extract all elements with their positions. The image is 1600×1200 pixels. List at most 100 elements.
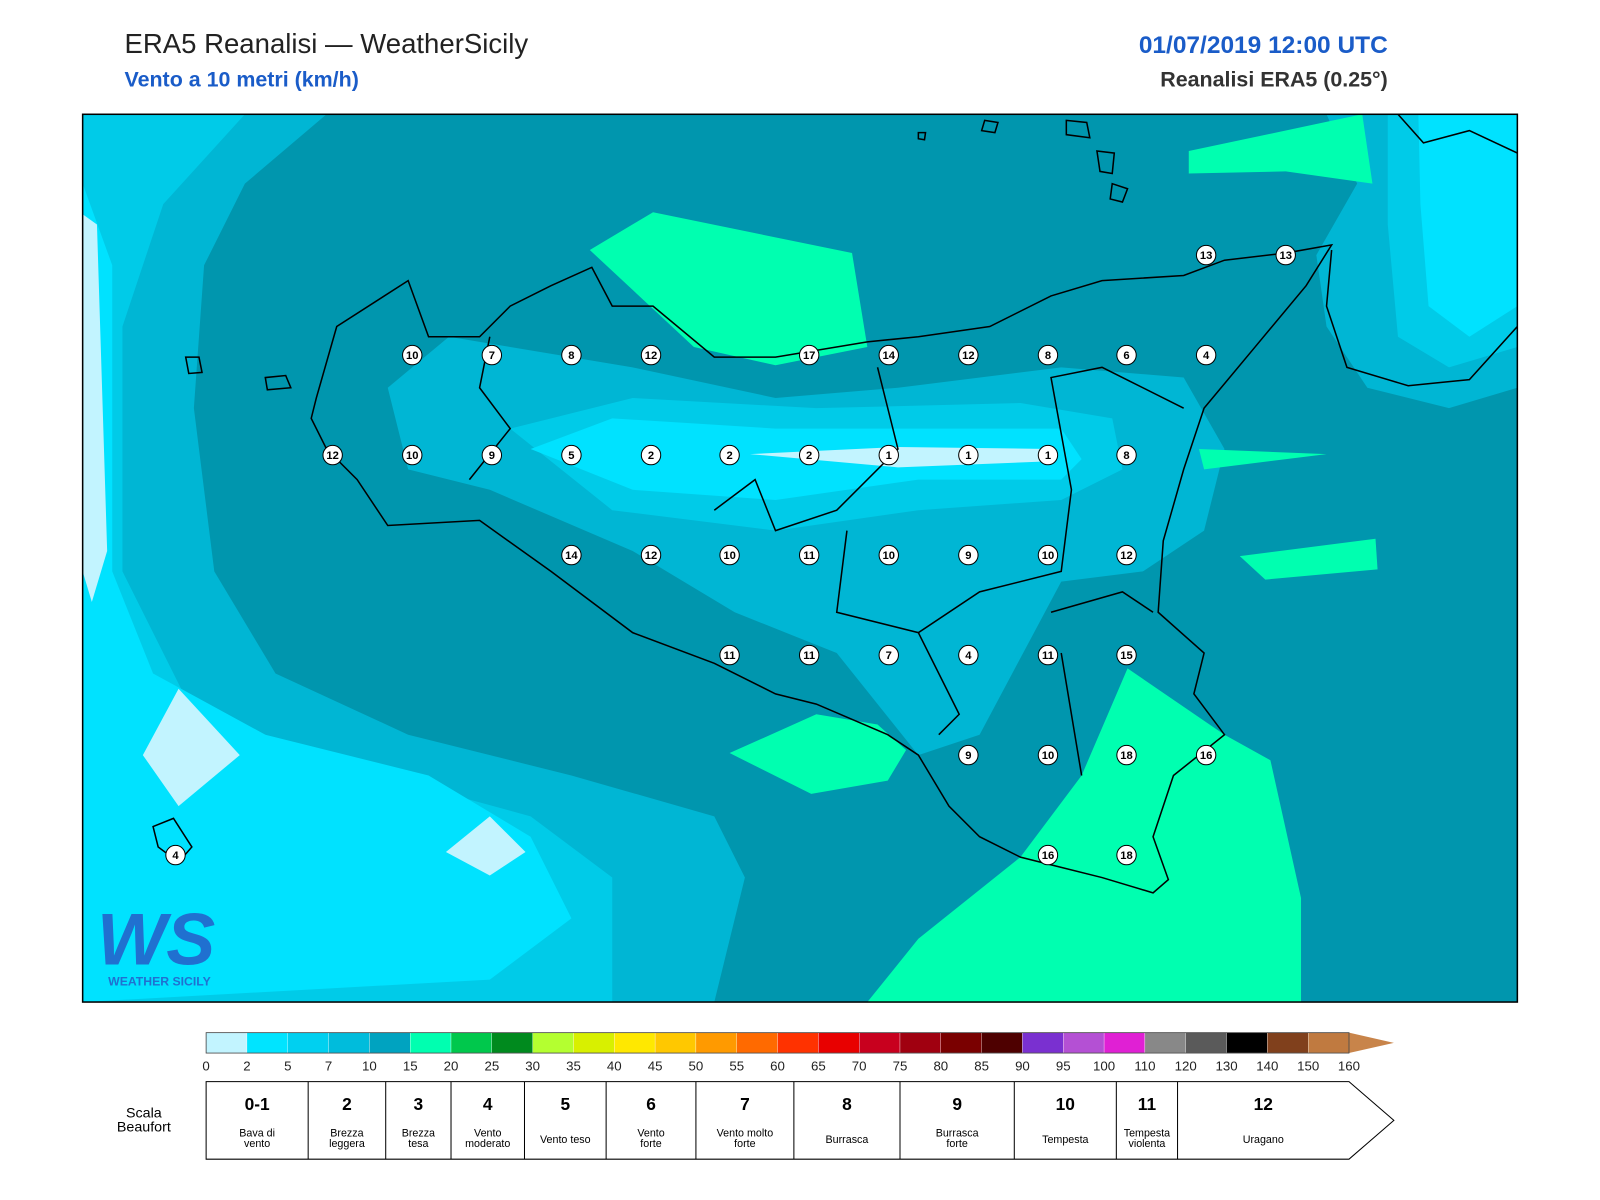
station-marker (1116, 344, 1137, 366)
station-marker (878, 544, 899, 566)
station-value: 12 (1120, 550, 1132, 562)
beaufort-label: Beaufort (117, 1120, 171, 1136)
station-value: 10 (883, 550, 895, 562)
station-marker (878, 344, 899, 366)
station-marker (1116, 444, 1137, 466)
station-value: 16 (1200, 750, 1212, 762)
station-value: 1 (886, 450, 892, 462)
station-value: 8 (1045, 350, 1051, 362)
station-value: 2 (806, 450, 812, 462)
colorbar-tick-label: 25 (484, 1058, 499, 1073)
colorbar-tick-label: 70 (852, 1058, 867, 1073)
station-value: 1 (965, 450, 971, 462)
color-swatch (1267, 1032, 1309, 1054)
station-marker (1037, 544, 1059, 566)
color-swatch (940, 1032, 982, 1054)
station-marker (640, 444, 662, 466)
station-marker (798, 544, 820, 566)
beaufort-description: Burrasca (936, 1128, 979, 1140)
station-value: 13 (1200, 250, 1212, 262)
station-value: 11 (803, 650, 815, 662)
colorbar-tick-label: 7 (325, 1058, 332, 1073)
station-value: 11 (1042, 650, 1054, 662)
color-swatch (1308, 1032, 1350, 1054)
station-marker (1195, 344, 1217, 366)
beaufort-description: Vento (637, 1128, 664, 1140)
color-swatch (1185, 1032, 1227, 1054)
station-marker (561, 444, 582, 466)
colorbar-tick-label: 80 (933, 1058, 948, 1073)
color-swatch (736, 1032, 778, 1054)
colorbar-frame (205, 1032, 1350, 1054)
logo: WS WEATHER SICILY (97, 897, 215, 988)
colorbar-tick-label: 65 (811, 1058, 826, 1073)
colorbar-tick-label: 10 (362, 1058, 377, 1073)
beaufort-description: moderato (465, 1138, 510, 1150)
station-value: 4 (965, 650, 972, 662)
beaufort-force: 10 (1056, 1094, 1075, 1114)
color-swatch (777, 1032, 819, 1054)
beaufort-force: 0-1 (245, 1094, 270, 1114)
subtitle: Vento a 10 metri (km/h) (124, 68, 358, 92)
station-value: 14 (883, 350, 896, 362)
station-value: 12 (645, 350, 657, 362)
beaufort-description: Tempesta (1124, 1128, 1170, 1140)
beaufort-description: Brezza (330, 1128, 363, 1140)
station-value: 2 (648, 450, 654, 462)
color-swatch (899, 1032, 941, 1054)
colorbar-tick-label: 15 (403, 1058, 418, 1073)
title: ERA5 Reanalisi — WeatherSicily (124, 28, 528, 59)
beaufort-description: Burrasca (826, 1134, 869, 1146)
station-value: 4 (1203, 350, 1210, 362)
station-marker (481, 444, 503, 466)
colorbar-tick-label: 5 (284, 1058, 291, 1073)
beaufort-description: forte (734, 1138, 755, 1150)
station-marker (402, 344, 423, 366)
colorbar-tick-label: 160 (1338, 1058, 1360, 1073)
color-swatch (450, 1032, 492, 1054)
beaufort-description: Brezza (402, 1128, 435, 1140)
station-value: 15 (1120, 650, 1132, 662)
station-value: 9 (965, 750, 971, 762)
colorbar-tick-label: 35 (566, 1058, 581, 1073)
logo-mark: WS (97, 897, 215, 980)
colorbar-tick-label: 60 (770, 1058, 785, 1073)
color-swatch (205, 1032, 248, 1054)
color-swatch (1063, 1032, 1105, 1054)
station-marker (878, 444, 899, 466)
station-value: 4 (172, 850, 179, 862)
beaufort-description: vento (244, 1138, 270, 1150)
color-swatch (1144, 1032, 1186, 1054)
station-value: 6 (1123, 350, 1129, 362)
station-value: 18 (1120, 750, 1132, 762)
station-marker (1037, 344, 1059, 366)
beaufort-force: 2 (342, 1094, 352, 1114)
beaufort-description: Bava di (239, 1128, 275, 1140)
beaufort-description: forte (640, 1138, 661, 1150)
station-marker (1037, 444, 1059, 466)
color-swatch (328, 1032, 370, 1054)
colorbar-tick-label: 100 (1093, 1058, 1115, 1073)
station-marker (1116, 644, 1137, 666)
color-swatch (859, 1032, 901, 1054)
station-value: 10 (1042, 750, 1054, 762)
station-marker (878, 644, 899, 666)
station-marker (561, 344, 582, 366)
color-swatch (981, 1032, 1023, 1054)
station-value: 8 (1123, 450, 1129, 462)
station-marker (958, 744, 979, 766)
station-value: 14 (565, 550, 578, 562)
station-value: 13 (1279, 250, 1291, 262)
colorbar-tick-label: 45 (648, 1058, 663, 1073)
beaufort-description: Vento (474, 1128, 501, 1140)
station-marker (640, 344, 662, 366)
station-marker (719, 644, 740, 666)
station-value: 9 (489, 450, 495, 462)
station-marker (322, 444, 343, 466)
colorbar-tick-label: 85 (974, 1058, 989, 1073)
color-arrow (1348, 1032, 1394, 1054)
colorbar-tick-label: 90 (1015, 1058, 1030, 1073)
colorbar-tick-label: 30 (525, 1058, 540, 1073)
